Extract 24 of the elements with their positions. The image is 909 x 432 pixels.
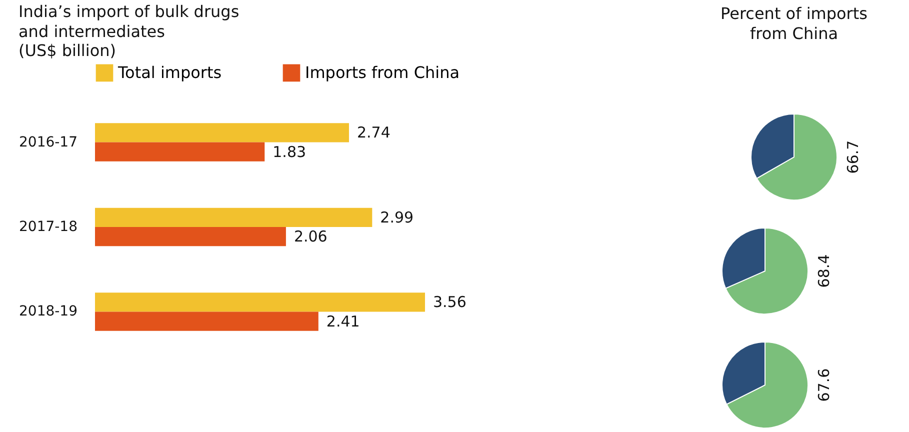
y-tick-label: 2017-18 — [19, 219, 78, 235]
data-label: 67.6 — [815, 368, 833, 402]
bar — [95, 312, 318, 331]
data-label: 2.06 — [294, 228, 328, 246]
chart-title: India’s import of bulk drugs and intermediates — [18, 2, 240, 41]
data-label: 68.4 — [815, 254, 833, 288]
chart-subtitle: (US$ billion) — [18, 41, 116, 60]
chart-title: Percent of imports from China — [720, 4, 868, 43]
bar — [95, 292, 425, 312]
legend-label: Imports from China — [305, 62, 460, 82]
bar — [95, 208, 372, 227]
data-label: 66.7 — [844, 140, 862, 174]
data-label: 2.41 — [326, 312, 360, 330]
data-label: 2.99 — [380, 208, 414, 226]
pie-slice — [725, 228, 808, 314]
bar — [95, 123, 349, 142]
data-label: 3.56 — [433, 293, 466, 312]
y-tick-label: 2016-17 — [19, 134, 78, 150]
data-label: 1.83 — [272, 142, 306, 161]
bar — [95, 142, 265, 162]
legend-label: Total imports — [117, 62, 222, 82]
y-tick-label: 2018-19 — [19, 304, 78, 320]
data-label: 2.74 — [356, 124, 390, 142]
bar — [95, 227, 286, 246]
